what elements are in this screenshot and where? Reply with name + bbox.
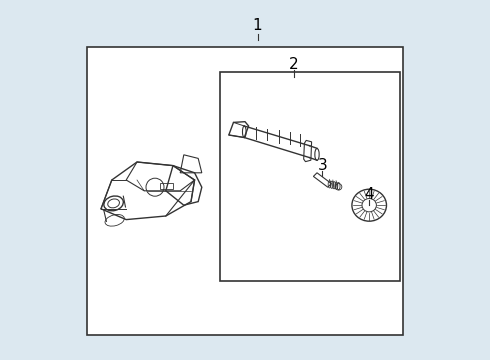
- Text: 3: 3: [318, 158, 327, 173]
- Text: 2: 2: [289, 57, 298, 72]
- Bar: [160, 183, 173, 189]
- Text: 1: 1: [253, 18, 263, 33]
- Bar: [220, 72, 400, 281]
- Bar: [87, 47, 403, 335]
- Text: 4: 4: [365, 187, 374, 202]
